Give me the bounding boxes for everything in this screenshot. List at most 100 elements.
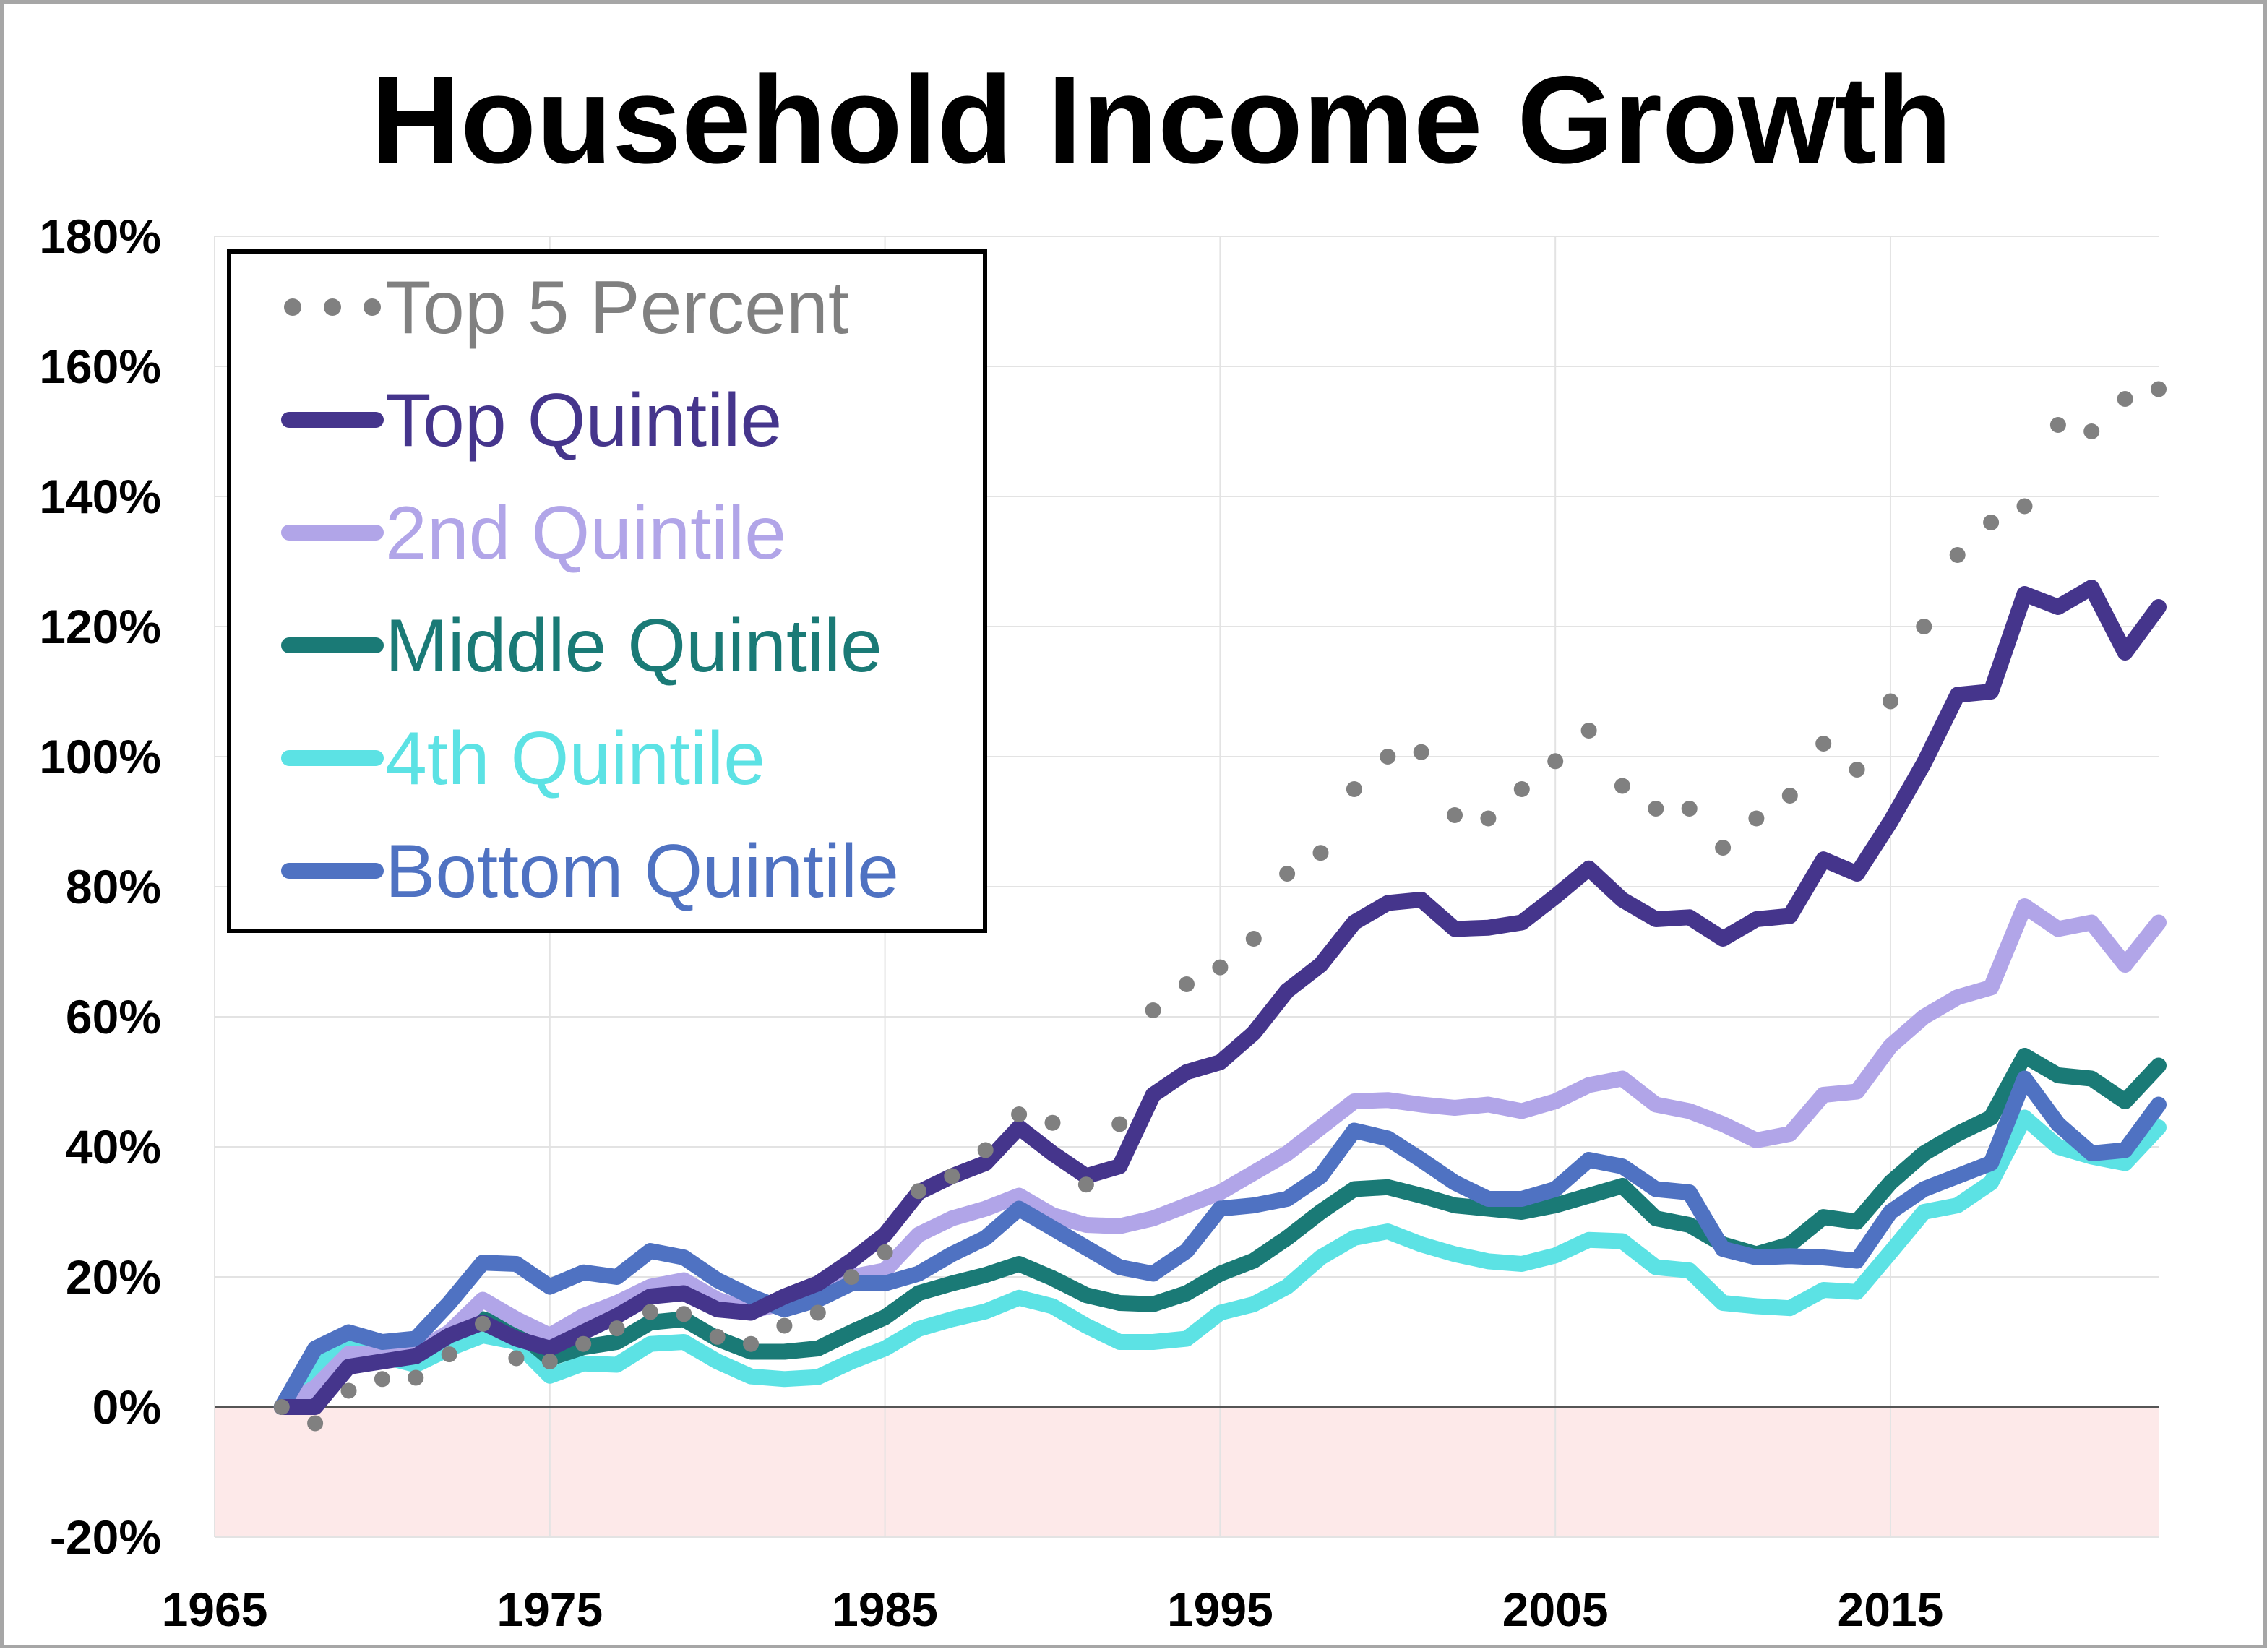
data-point — [1748, 810, 1765, 827]
legend-item-bottom-quintile: Bottom Quintile — [281, 830, 899, 913]
data-point — [2049, 417, 2066, 433]
y-tick-label: 80% — [66, 860, 161, 913]
series-lines — [273, 381, 2167, 1432]
x-tick-label: 1965 — [162, 1583, 268, 1636]
y-tick-label: 0% — [93, 1380, 161, 1434]
data-point — [307, 1415, 324, 1432]
data-point — [374, 1371, 390, 1388]
data-point — [475, 1315, 491, 1332]
legend-label: Middle Quintile — [385, 604, 882, 688]
legend: Top 5 Percent Top Quintile 2nd Quintile Mid… — [227, 249, 987, 933]
legend-label: 2nd Quintile — [385, 491, 786, 575]
data-point — [809, 1304, 826, 1321]
data-point — [1212, 959, 1229, 976]
data-point — [1077, 1176, 1094, 1193]
series-line-bottom-quintile — [273, 1070, 2167, 1415]
legend-marker-dot — [284, 298, 301, 316]
data-point — [1849, 762, 1865, 778]
data-point — [1949, 547, 1966, 563]
series-line-4th-quintile — [273, 1109, 2167, 1415]
data-point — [1480, 810, 1497, 827]
y-tick-label: 60% — [66, 990, 161, 1044]
y-tick-label: 120% — [39, 600, 161, 653]
data-point — [441, 1346, 457, 1363]
data-point — [1044, 1114, 1061, 1131]
data-point — [541, 1354, 558, 1369]
data-point — [2117, 391, 2133, 407]
data-point — [273, 1399, 290, 1415]
data-point — [2151, 381, 2167, 397]
data-point — [1815, 736, 1832, 752]
data-point — [508, 1350, 525, 1367]
x-tick-label: 1985 — [832, 1583, 938, 1636]
legend-item-4th-quintile: 4th Quintile — [281, 717, 765, 801]
data-point — [743, 1335, 760, 1352]
data-point — [676, 1306, 692, 1322]
data-point — [1111, 1116, 1128, 1132]
x-tick-label: 1995 — [1167, 1583, 1273, 1636]
data-point — [1781, 788, 1798, 804]
data-point — [1011, 1106, 1028, 1122]
data-point — [2016, 498, 2033, 515]
negative-region-layer — [215, 1407, 2159, 1537]
data-point — [843, 1269, 860, 1285]
legend-label: 4th Quintile — [385, 717, 765, 801]
data-point — [1648, 801, 1664, 817]
data-point — [1346, 781, 1362, 797]
y-tick-label: 20% — [66, 1250, 161, 1304]
data-point — [977, 1142, 994, 1158]
data-point — [1883, 693, 1898, 710]
data-point — [608, 1320, 625, 1337]
legend-item-top-5-percent: Top 5 Percent — [284, 266, 849, 350]
data-point — [1145, 1002, 1161, 1018]
legend-item-2nd-quintile: 2nd Quintile — [281, 491, 786, 575]
data-point — [1614, 778, 1630, 794]
data-point — [944, 1168, 960, 1184]
series-line-middle-quintile — [273, 1048, 2167, 1415]
data-point — [1413, 744, 1429, 760]
data-point — [1580, 723, 1597, 739]
data-point — [642, 1304, 658, 1320]
x-tick-label: 2005 — [1502, 1583, 1609, 1636]
data-point — [1983, 515, 2000, 530]
data-point — [1312, 845, 1329, 861]
series-line-2nd-quintile — [273, 898, 2167, 1415]
data-point — [2083, 423, 2100, 439]
legend-item-top-quintile: Top Quintile — [281, 379, 782, 463]
data-point — [1916, 619, 1932, 634]
legend-label: Top 5 Percent — [385, 266, 849, 350]
data-point — [1447, 807, 1463, 823]
data-point — [776, 1317, 793, 1334]
data-point — [1179, 976, 1195, 992]
negative-region — [215, 1407, 2159, 1537]
data-point — [911, 1183, 926, 1200]
data-point — [1380, 749, 1396, 765]
x-tick-label: 2015 — [1838, 1583, 1944, 1636]
legend-label: Top Quintile — [385, 379, 782, 463]
data-point — [1715, 840, 1732, 856]
x-axis-tick-labels: 1965 1975 1985 1995 2005 2015 — [162, 1583, 1944, 1636]
legend-box — [227, 249, 987, 933]
legend-marker-dot — [324, 298, 341, 316]
series-line-top-quintile — [273, 580, 2167, 1415]
y-tick-label: -20% — [50, 1510, 161, 1564]
data-point — [575, 1335, 592, 1352]
data-point — [1547, 753, 1564, 770]
y-axis-tick-labels: 180% 160% 140% 120% 100% 80% 60% 40% 20% 0% -20% — [39, 210, 161, 1564]
data-point — [709, 1328, 726, 1345]
x-tick-label: 1975 — [496, 1583, 603, 1636]
data-point — [340, 1382, 357, 1399]
y-tick-label: 180% — [39, 210, 161, 263]
chart-title: Household Income Growth — [371, 51, 1952, 189]
y-tick-label: 100% — [39, 730, 161, 783]
data-point — [877, 1244, 893, 1260]
legend-item-middle-quintile: Middle Quintile — [281, 604, 882, 688]
series-top-5-percent — [273, 381, 2167, 1432]
y-tick-label: 160% — [39, 340, 161, 393]
line-chart: 180% 160% 140% 120% 100% 80% 60% 40% 20% 0% -20% 1… — [39, 51, 2167, 1636]
legend-label: Bottom Quintile — [385, 830, 899, 913]
data-point — [408, 1369, 424, 1386]
data-point — [1245, 931, 1262, 947]
y-tick-label: 140% — [39, 470, 161, 523]
